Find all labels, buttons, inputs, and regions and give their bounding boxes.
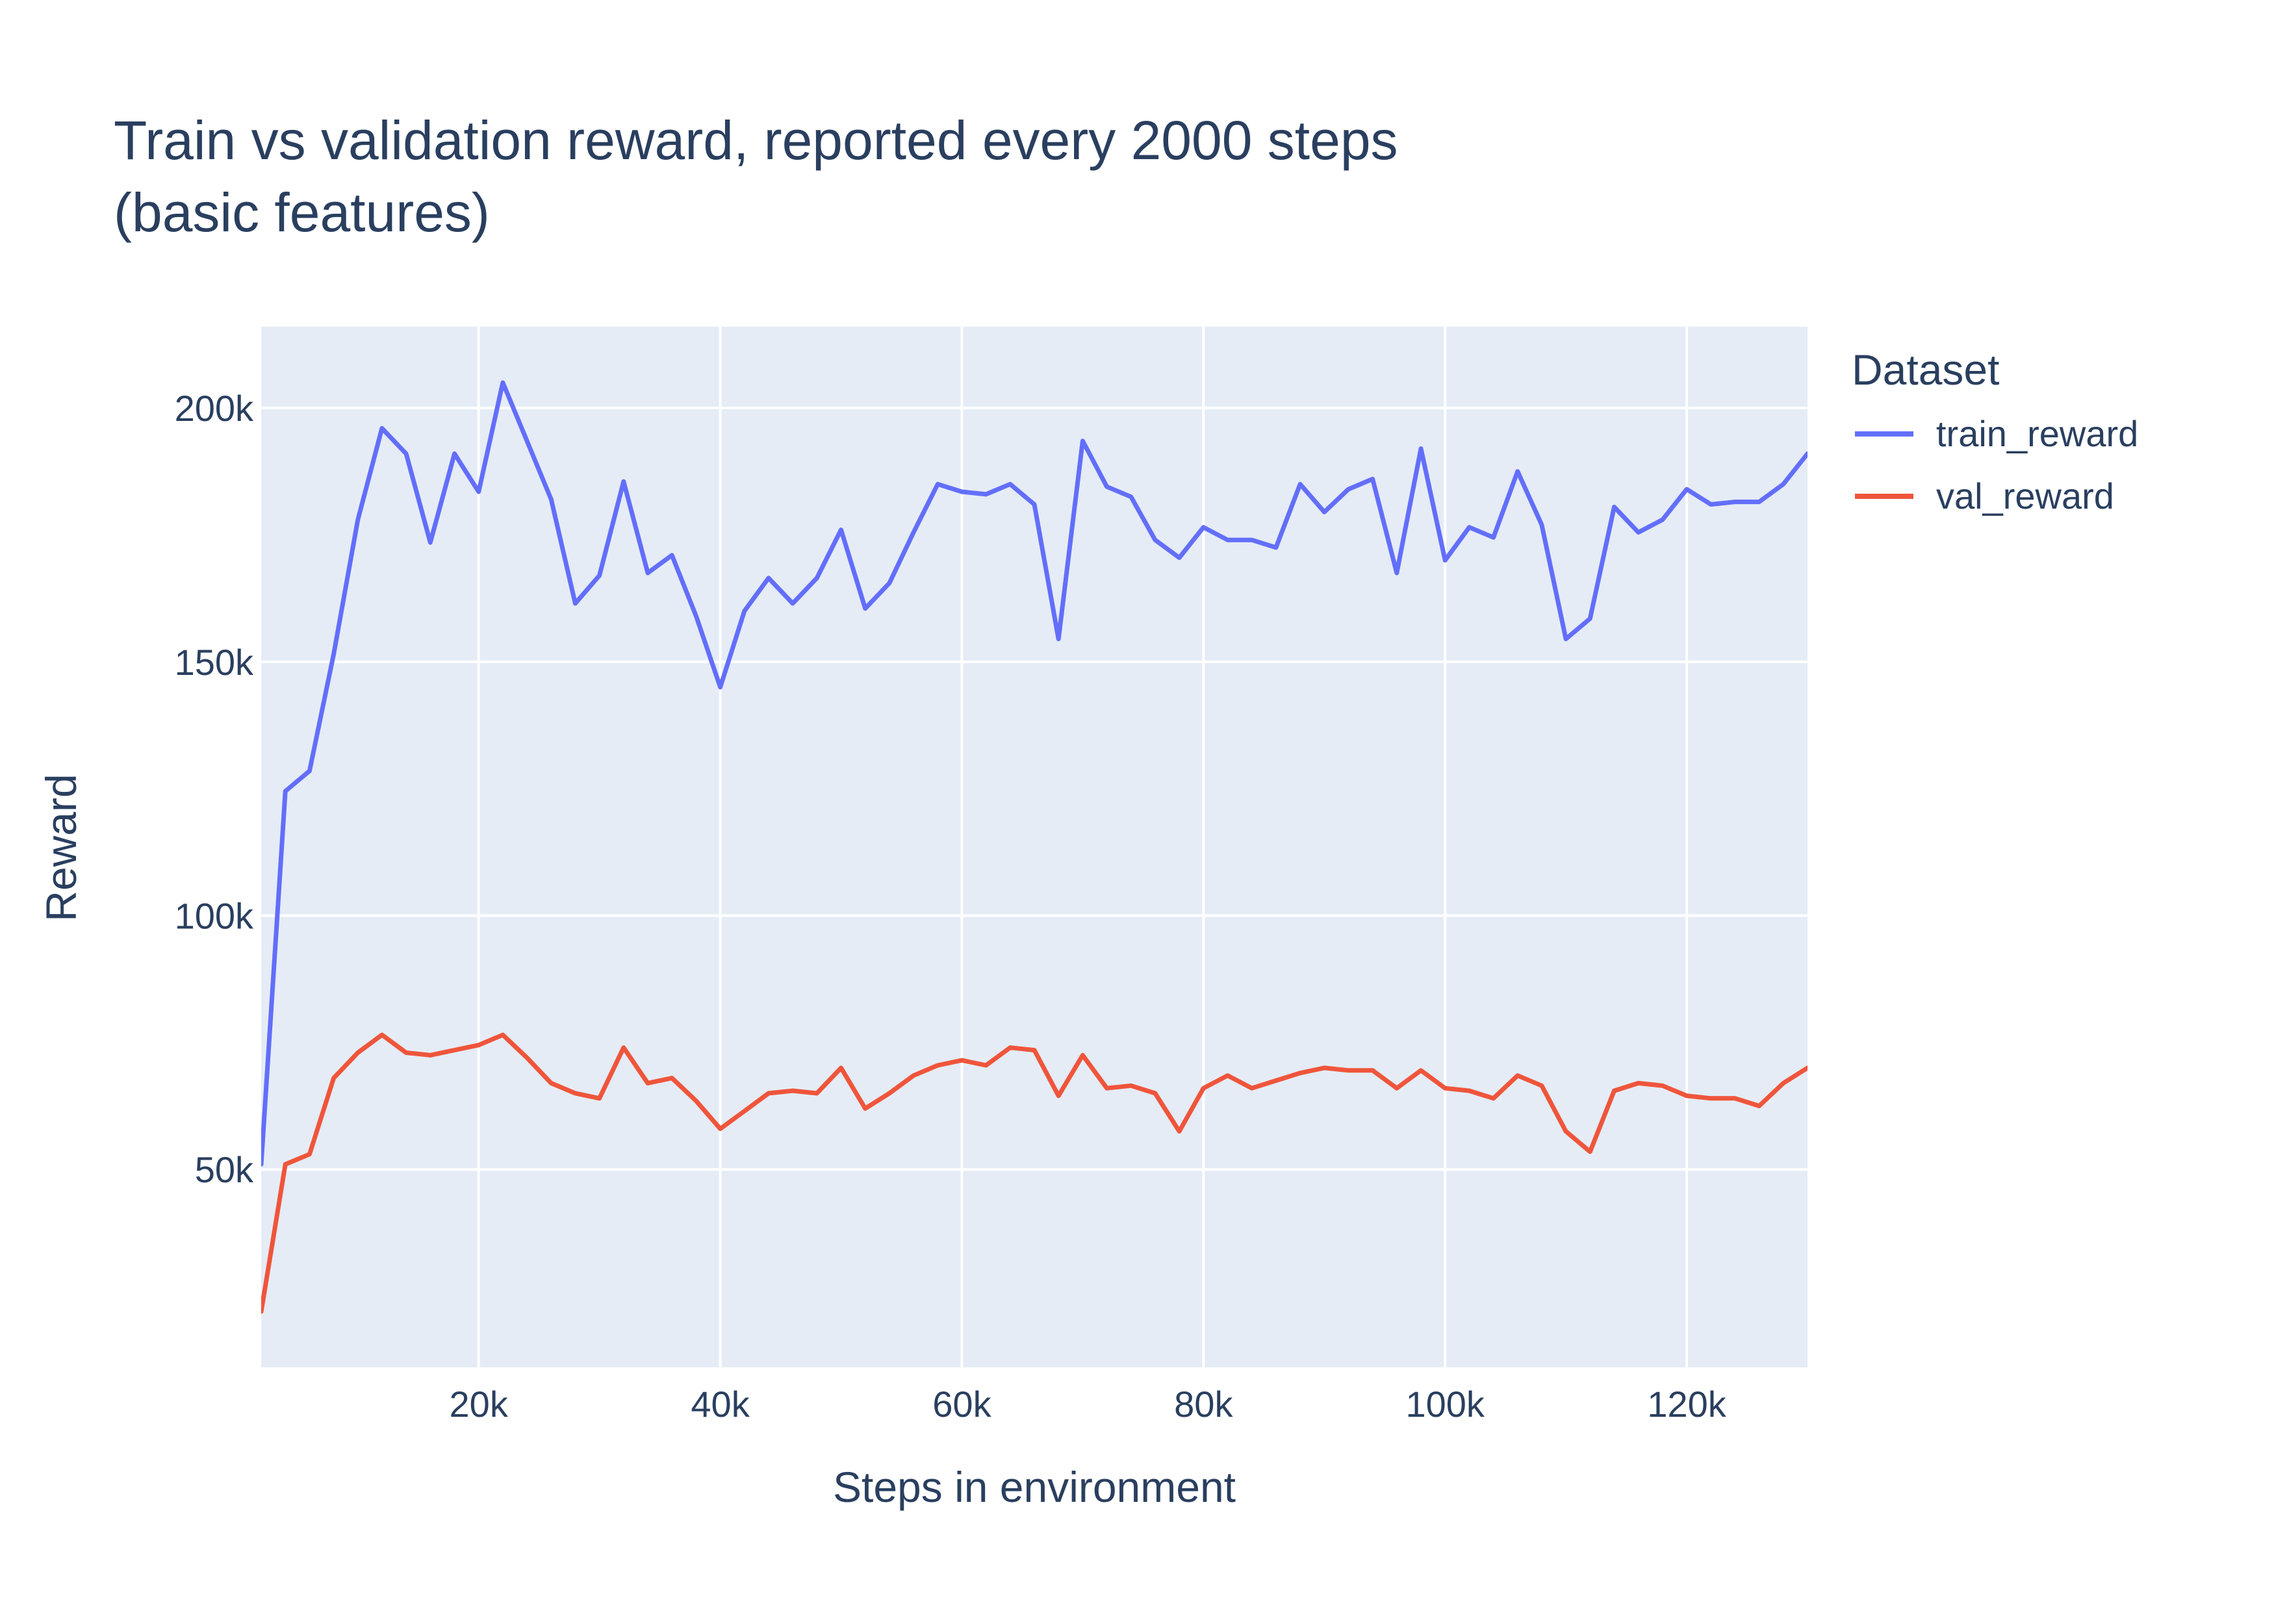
x-axis-label: Steps in environment xyxy=(833,1463,1236,1511)
chart-subtitle: (basic features) xyxy=(114,182,490,243)
legend-label: train_reward xyxy=(1936,413,2138,454)
plot-background xyxy=(261,327,1808,1367)
series-line-val-reward xyxy=(261,1032,1808,1314)
legend[interactable]: Dataset train_reward val_reward xyxy=(1852,346,2138,516)
y-tick-label: 150k xyxy=(175,642,254,683)
x-tick-label: 40k xyxy=(691,1384,750,1425)
series-lines xyxy=(261,380,1808,1314)
y-tick-label: 100k xyxy=(175,895,254,936)
y-tick-label: 200k xyxy=(175,388,254,429)
x-tick-label: 20k xyxy=(450,1384,509,1425)
chart-title: Train vs validation reward, reported eve… xyxy=(114,110,1398,171)
series-line-train-reward xyxy=(261,380,1808,1167)
y-tick-label: 50k xyxy=(195,1149,254,1190)
legend-item-train-reward[interactable]: train_reward xyxy=(1855,413,2138,454)
x-tick-label: 120k xyxy=(1647,1384,1726,1425)
grid-lines xyxy=(261,327,1808,1367)
legend-title: Dataset xyxy=(1852,346,1999,394)
y-axis-ticks: 50k 100k 150k 200k xyxy=(175,388,254,1190)
legend-label: val_reward xyxy=(1936,476,2114,516)
x-tick-label: 80k xyxy=(1174,1384,1233,1425)
x-tick-label: 100k xyxy=(1405,1384,1485,1425)
plot-area xyxy=(261,327,1808,1367)
x-axis-ticks: 20k 40k 60k 80k 100k 120k xyxy=(450,1384,1727,1425)
y-axis-label: Reward xyxy=(37,774,85,921)
legend-item-val-reward[interactable]: val_reward xyxy=(1855,476,2114,516)
x-tick-label: 60k xyxy=(932,1384,991,1425)
